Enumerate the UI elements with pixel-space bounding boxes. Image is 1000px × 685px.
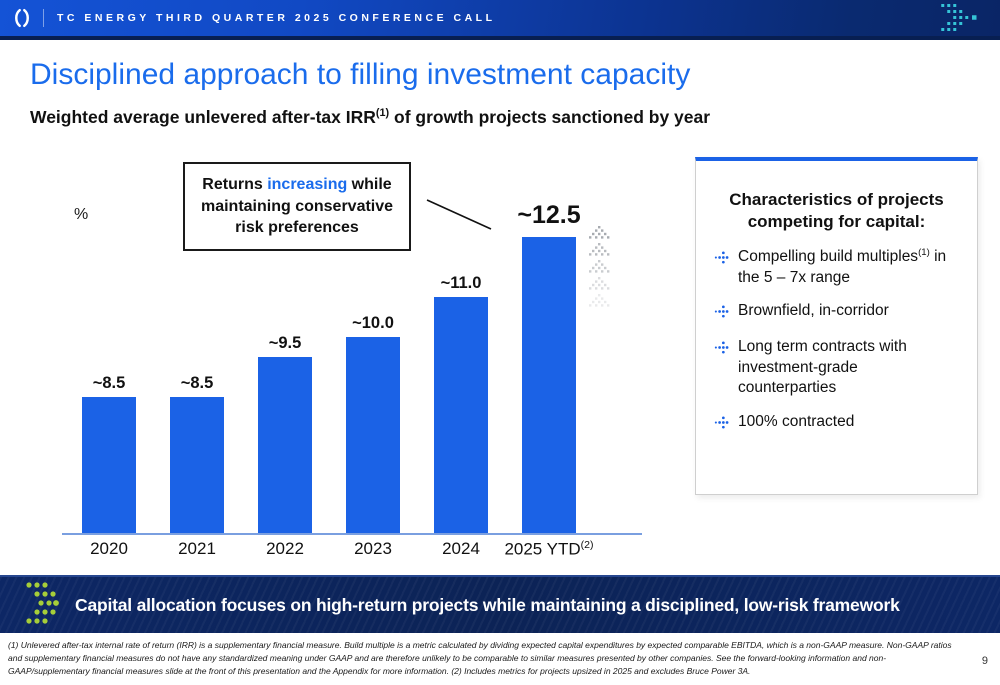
category-label-2020: 2020 xyxy=(90,539,128,558)
header-dot-arrow-icon xyxy=(934,4,986,39)
banner-dot-arrow-icon xyxy=(25,581,59,630)
bar-2025-ytd xyxy=(522,237,576,533)
header-divider xyxy=(43,9,44,27)
tc-energy-logo-icon xyxy=(10,6,34,30)
footer: (1) Unlevered after-tax internal rate of… xyxy=(0,633,1000,685)
category-label-2021: 2021 xyxy=(178,539,216,558)
bullet-text: 100% contracted xyxy=(738,412,855,430)
y-axis-unit-label: % xyxy=(74,206,89,223)
value-label-2020: ~8.5 xyxy=(92,374,126,392)
value-label-2024: ~11.0 xyxy=(440,274,482,292)
value-label-2022: ~9.5 xyxy=(268,334,302,352)
returns-callout-box: Returns increasing while maintaining con… xyxy=(183,162,411,251)
category-label-2023: 2023 xyxy=(354,539,392,558)
bar-2020 xyxy=(82,397,136,533)
value-label-2025-ytd: ~12.5 xyxy=(517,201,581,229)
characteristics-panel: Characteristics of projects competing fo… xyxy=(695,157,978,495)
page-subtitle: Weighted average unlevered after-tax IRR… xyxy=(30,107,711,127)
page-number: 9 xyxy=(981,655,988,667)
dot-arrow-bullet-icon xyxy=(714,340,738,360)
category-label-2024: 2024 xyxy=(442,539,480,558)
x-axis-line xyxy=(62,533,642,535)
bar-2022 xyxy=(258,357,312,533)
bullet-text: Compelling build multiples(1) in the 5 –… xyxy=(738,247,947,286)
value-label-2023: ~10.0 xyxy=(352,314,394,332)
page-title: Disciplined approach to filling investme… xyxy=(30,58,691,91)
header-bar: TC ENERGY THIRD QUARTER 2025 CONFERENCE … xyxy=(0,0,1000,40)
panel-bullet: 100% contracted xyxy=(714,412,959,435)
panel-bullet: Compelling build multiples(1) in the 5 –… xyxy=(714,247,959,288)
panel-bullet: Long term contracts with investment-grad… xyxy=(714,337,959,398)
value-label-2021: ~8.5 xyxy=(180,374,214,392)
bar-2021 xyxy=(170,397,224,533)
growth-chevrons-icon xyxy=(583,226,615,308)
bullet-text: Long term contracts with investment-grad… xyxy=(738,338,907,397)
dot-arrow-bullet-icon xyxy=(714,304,738,324)
presentation-title: TC ENERGY THIRD QUARTER 2025 CONFERENCE … xyxy=(57,12,496,24)
footnote-text: (1) Unlevered after-tax internal rate of… xyxy=(8,640,952,677)
dot-arrow-bullet-icon xyxy=(714,415,738,435)
category-label-2022: 2022 xyxy=(266,539,304,558)
callout-highlight: increasing xyxy=(267,176,348,193)
category-label-2025-ytd: 2025 YTD(2) xyxy=(504,539,594,559)
irr-bar-chart: % ~8.5 2020 ~8.5 2021 ~9.5 2022 ~10.0 2023 ~11.0… xyxy=(60,148,660,560)
bar-2023 xyxy=(346,337,400,533)
panel-bullet: Brownfield, in-corridor xyxy=(714,301,959,324)
key-message-banner: Capital allocation focuses on high-retur… xyxy=(0,575,1000,633)
dot-arrow-bullet-icon xyxy=(714,250,738,270)
bullet-text: Brownfield, in-corridor xyxy=(738,302,889,320)
bar-2024 xyxy=(434,297,488,533)
panel-title: Characteristics of projects competing fo… xyxy=(729,190,944,232)
banner-message: Capital allocation focuses on high-retur… xyxy=(75,594,900,615)
panel-bullet-list: Compelling build multiples(1) in the 5 –… xyxy=(714,247,959,434)
